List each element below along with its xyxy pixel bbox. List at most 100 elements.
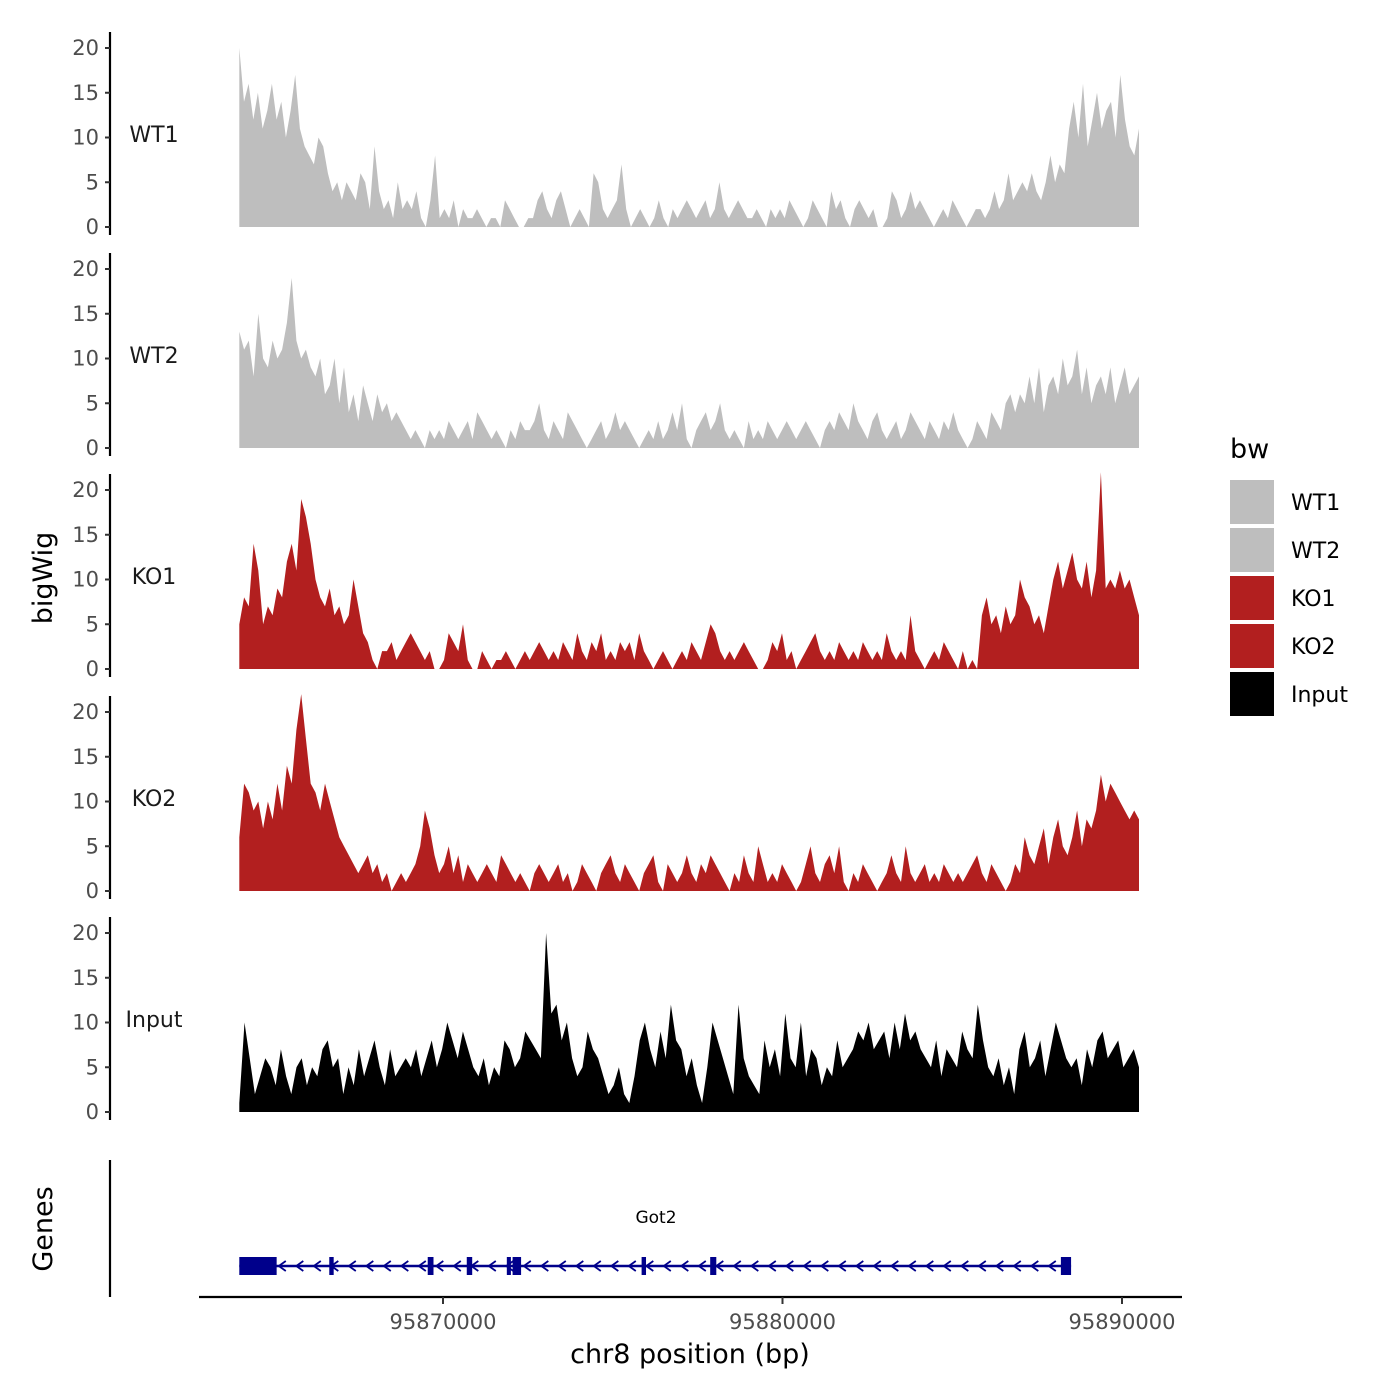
y-tick-label: 0 bbox=[86, 215, 99, 239]
strand-arrow bbox=[837, 1260, 847, 1272]
track-wt1: 0 5 10 15 20 WT1 bbox=[72, 32, 1140, 239]
strand-arrow bbox=[784, 1260, 794, 1272]
track-input: 0 5 10 15 20 Input bbox=[72, 917, 1140, 1124]
y-tick-label: 15 bbox=[72, 302, 99, 326]
legend-label-input: Input bbox=[1291, 683, 1348, 708]
y-tick-label: 20 bbox=[72, 921, 99, 945]
exon bbox=[466, 1257, 473, 1275]
strand-arrow bbox=[749, 1260, 759, 1272]
exon bbox=[239, 1257, 277, 1275]
y-axis-title: bigWig bbox=[28, 532, 59, 625]
y-tick-label: 10 bbox=[72, 126, 99, 150]
strand-arrow bbox=[994, 1260, 1004, 1272]
y-tick-label: 20 bbox=[72, 257, 99, 281]
strand-arrow bbox=[889, 1260, 899, 1272]
strand-arrow bbox=[557, 1260, 567, 1272]
legend-swatch-wt1 bbox=[1230, 480, 1274, 524]
y-tick-label: 15 bbox=[72, 966, 99, 990]
strand-arrow bbox=[872, 1260, 882, 1272]
y-tick-label: 0 bbox=[86, 1100, 99, 1124]
strand-arrow bbox=[1047, 1260, 1057, 1272]
exon bbox=[1060, 1257, 1072, 1275]
strand-arrow bbox=[364, 1260, 374, 1272]
y-tick-label: 10 bbox=[72, 1011, 99, 1035]
strand-arrow bbox=[574, 1260, 584, 1272]
y-tick-label: 5 bbox=[86, 391, 99, 415]
strand-arrow bbox=[347, 1260, 357, 1272]
strand-arrow bbox=[907, 1260, 917, 1272]
strand-arrow bbox=[942, 1260, 952, 1272]
y-tick-label: 15 bbox=[72, 523, 99, 547]
legend: bw WT1 WT2 KO1 KO2 Input bbox=[1230, 434, 1348, 716]
strand-arrow bbox=[434, 1260, 444, 1272]
signal-area-wt1 bbox=[239, 48, 1140, 227]
x-axis-title: chr8 position (bp) bbox=[570, 1339, 810, 1370]
exon bbox=[329, 1257, 334, 1275]
strand-arrow bbox=[1029, 1260, 1039, 1272]
gene-track-title: Genes bbox=[28, 1186, 59, 1271]
signal-area-ko2 bbox=[239, 694, 1140, 891]
y-tick-label: 0 bbox=[86, 657, 99, 681]
y-tick-label: 20 bbox=[72, 36, 99, 60]
signal-area-input bbox=[239, 933, 1140, 1112]
strand-arrow bbox=[539, 1260, 549, 1272]
strand-arrow bbox=[959, 1260, 969, 1272]
track-wt2: 0 5 10 15 20 WT2 bbox=[72, 253, 1140, 460]
strand-arrow bbox=[294, 1260, 304, 1272]
signal-area-ko1 bbox=[239, 472, 1140, 669]
gene-name-label: Got2 bbox=[635, 1208, 676, 1228]
strand-arrow bbox=[662, 1260, 672, 1272]
y-tick-label: 0 bbox=[86, 879, 99, 903]
strand-arrow bbox=[417, 1260, 427, 1272]
strand-arrow bbox=[312, 1260, 322, 1272]
strand-arrow bbox=[1012, 1260, 1022, 1272]
y-tick-label: 10 bbox=[72, 790, 99, 814]
y-tick-label: 15 bbox=[72, 745, 99, 769]
strand-arrow bbox=[452, 1260, 462, 1272]
strand-arrow bbox=[399, 1260, 409, 1272]
y-tick-label: 5 bbox=[86, 1055, 99, 1079]
legend-label-wt2: WT2 bbox=[1291, 539, 1340, 564]
y-tick-label: 0 bbox=[86, 436, 99, 460]
strand-arrow bbox=[504, 1260, 514, 1272]
strand-arrow bbox=[714, 1260, 724, 1272]
x-tick-label: 95880000 bbox=[729, 1310, 836, 1334]
signal-area-wt2 bbox=[239, 278, 1140, 448]
strand-arrow bbox=[697, 1260, 707, 1272]
y-tick-label: 5 bbox=[86, 612, 99, 636]
y-tick-label: 5 bbox=[86, 170, 99, 194]
strand-arrow bbox=[924, 1260, 934, 1272]
tracks-layer: 0 5 10 15 20 WT1 0 5 10 15 20 WT2 0 5 10 15 20 KO1 0 5 10 15 2… bbox=[72, 32, 1140, 1124]
track-ko2: 0 5 10 15 20 KO2 bbox=[72, 694, 1140, 903]
x-tick-label: 95890000 bbox=[1069, 1310, 1176, 1334]
y-tick-label: 20 bbox=[72, 700, 99, 724]
strand-arrow bbox=[522, 1260, 532, 1272]
y-tick-label: 10 bbox=[72, 568, 99, 592]
strand-arrow bbox=[609, 1260, 619, 1272]
exon bbox=[641, 1257, 647, 1275]
y-tick-label: 20 bbox=[72, 478, 99, 502]
strand-arrow bbox=[679, 1260, 689, 1272]
exon bbox=[512, 1257, 522, 1275]
y-tick-label: 10 bbox=[72, 347, 99, 371]
strand-arrow bbox=[854, 1260, 864, 1272]
x-tick-label: 95870000 bbox=[390, 1310, 497, 1334]
strand-arrow bbox=[592, 1260, 602, 1272]
exon bbox=[427, 1257, 434, 1275]
track-label: KO2 bbox=[132, 787, 177, 812]
track-label: KO1 bbox=[132, 565, 177, 590]
strand-arrow bbox=[382, 1260, 392, 1272]
y-tick-label: 15 bbox=[72, 81, 99, 105]
legend-title: bw bbox=[1230, 434, 1269, 465]
strand-arrow bbox=[487, 1260, 497, 1272]
strand-arrow bbox=[627, 1260, 637, 1272]
exon bbox=[710, 1257, 717, 1275]
gene-track: Got2 bbox=[108, 1160, 1072, 1297]
strand-arrow bbox=[277, 1260, 287, 1272]
legend-swatch-wt2 bbox=[1230, 528, 1274, 572]
strand-arrow bbox=[644, 1260, 654, 1272]
legend-label-ko1: KO1 bbox=[1291, 587, 1336, 612]
track-label: WT1 bbox=[129, 123, 178, 148]
track-label: WT2 bbox=[129, 344, 178, 369]
